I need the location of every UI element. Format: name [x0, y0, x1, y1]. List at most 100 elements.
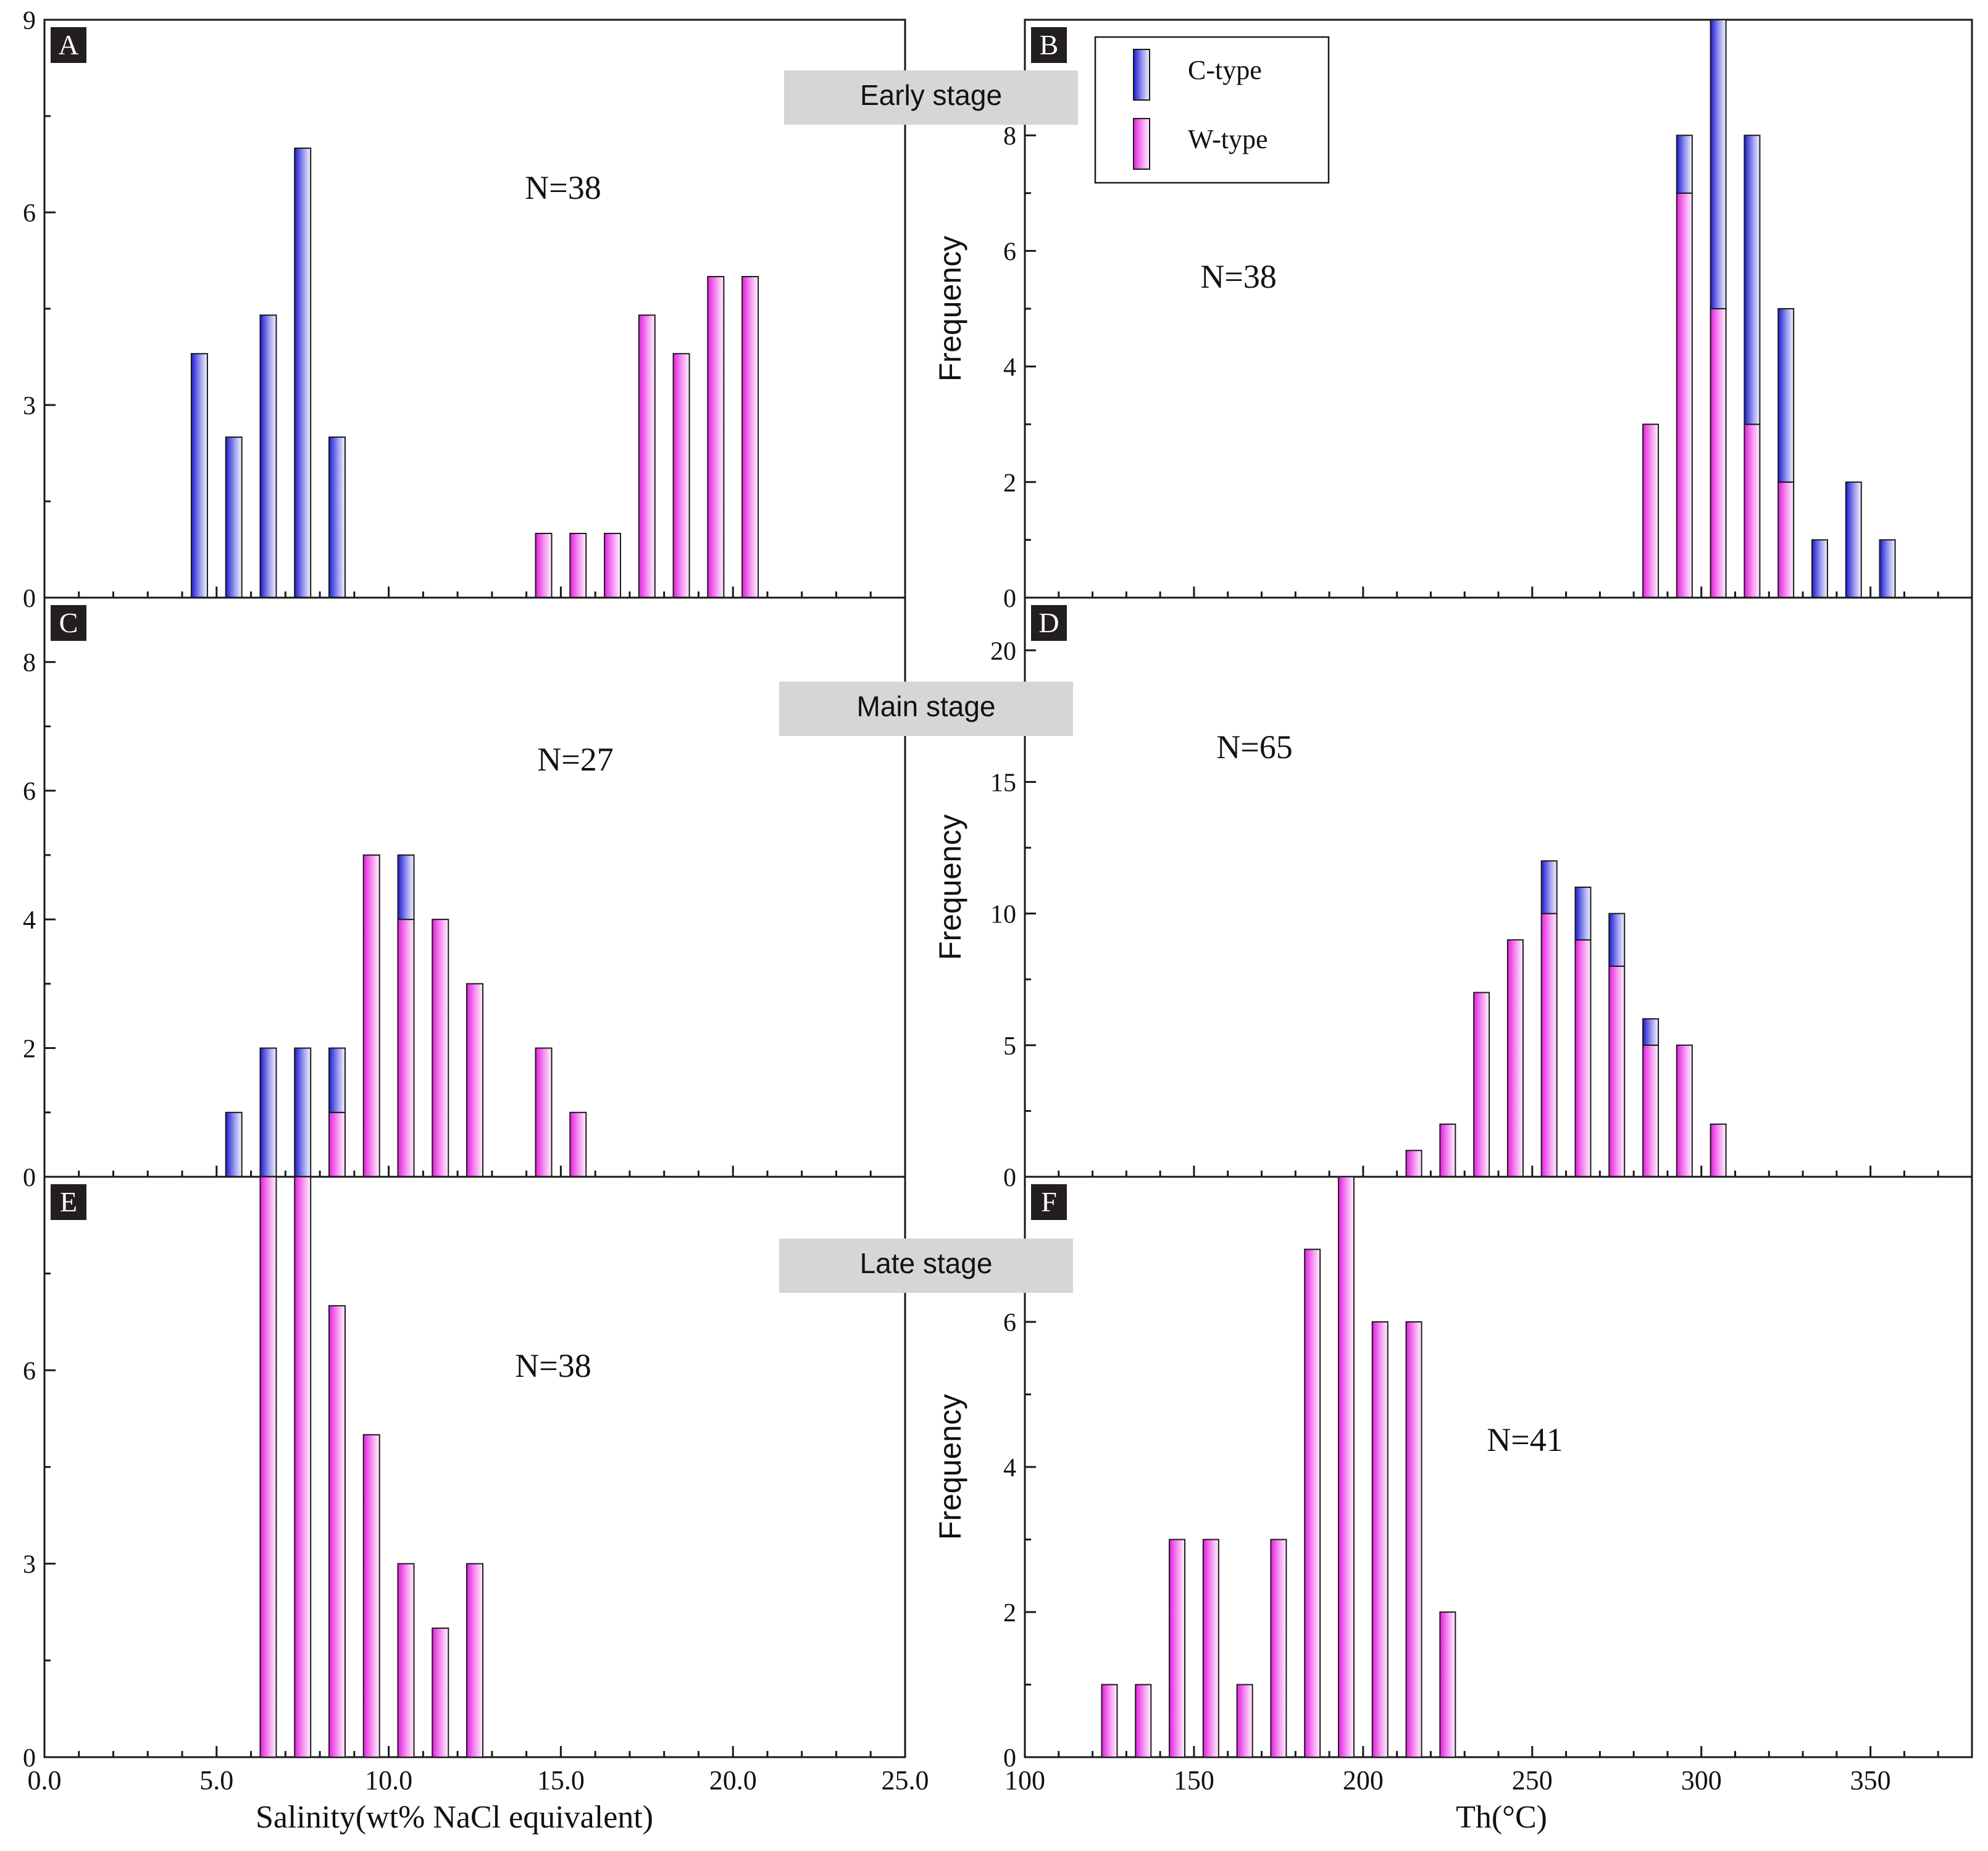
x-tick-label: 0.0 — [28, 1765, 62, 1795]
panel-letter: E — [60, 1186, 77, 1218]
y-tick-label: 3 — [23, 392, 36, 420]
x-tick-label: 25.0 — [882, 1765, 929, 1795]
bar-w-type — [432, 919, 449, 1177]
svg-text:Early stage: Early stage — [860, 79, 1002, 111]
y-tick-label: 5 — [1003, 1032, 1016, 1061]
y-tick-label: 0 — [23, 585, 36, 613]
legend-c-swatch — [1133, 49, 1150, 101]
stage-label-late: Late stage — [779, 1239, 1073, 1293]
panel-d-th-main: 0 5 10 15 20 D N=65 Frequency — [933, 596, 1973, 1192]
bar-w-type — [1101, 1684, 1118, 1758]
y-tick-label: 9 — [23, 7, 36, 35]
bar-w-type — [1236, 1684, 1253, 1758]
panel-badge — [51, 27, 86, 63]
y-tick-label: 4 — [1003, 1454, 1016, 1482]
bar-w-type — [1439, 1123, 1456, 1178]
y-tick-label: 8 — [23, 649, 36, 677]
bar-c-type — [259, 314, 277, 598]
panel-f-th-late: 0 2 4 6 100 150 200 250 300 350 F N=41 Frequency — [933, 1176, 1973, 1795]
legend: C-type W-type — [1094, 36, 1330, 184]
n-count-label: N=38 — [515, 1347, 591, 1384]
y-tick-label: 10 — [990, 901, 1016, 929]
bar-w-type — [1710, 1123, 1727, 1178]
bar-w-type — [466, 983, 483, 1178]
bar-w-type — [1169, 1539, 1186, 1758]
panel-letter: F — [1041, 1186, 1057, 1218]
panel-frame — [1024, 1176, 1973, 1758]
bar-w-type — [535, 1047, 553, 1177]
bar-c-type — [1642, 1018, 1660, 1046]
bar-w-type — [1710, 308, 1727, 598]
panel-frame — [43, 19, 906, 599]
panel-b-th-early: 0 2 4 6 8 B N=38 Frequency — [933, 19, 1973, 613]
bar-w-type — [1744, 424, 1761, 598]
bar-w-type — [328, 1305, 346, 1758]
y-tick-label: 6 — [1003, 1309, 1016, 1337]
y-tick-label: 6 — [1003, 238, 1016, 266]
y-tick-label: 4 — [1003, 354, 1016, 382]
bar-w-type — [1405, 1321, 1422, 1758]
bar-w-type — [569, 1111, 587, 1178]
bar-c-type — [294, 148, 312, 598]
y-tick-label: 0 — [23, 1164, 36, 1192]
y-tick-label: 8 — [1003, 122, 1016, 151]
bar-w-type — [1270, 1539, 1287, 1758]
panel-badge — [1031, 605, 1067, 641]
frequency-axis-label: Frequency — [933, 236, 967, 382]
bar-w-type — [604, 533, 622, 598]
bar-w-type — [1202, 1539, 1219, 1758]
bar-c-type — [328, 437, 346, 598]
x-tick-label: 15.0 — [537, 1765, 585, 1795]
x-tick-label: 20.0 — [709, 1765, 757, 1795]
y-tick-label: 0 — [1003, 1164, 1016, 1192]
bar-w-type — [1777, 481, 1795, 598]
y-tick-label: 6 — [23, 1357, 36, 1385]
x-tick-label: 150 — [1174, 1765, 1214, 1795]
bar-w-type — [1405, 1150, 1422, 1178]
bar-w-type — [672, 353, 690, 598]
panel-badge — [1031, 1184, 1067, 1220]
n-count-label: N=38 — [1200, 258, 1276, 295]
legend-w-label: W-type — [1188, 124, 1268, 154]
x-tick-label: 200 — [1343, 1765, 1384, 1795]
bar-c-type — [1540, 860, 1558, 914]
bar-w-type — [294, 1176, 312, 1758]
bar-w-type — [432, 1627, 449, 1758]
n-count-label: N=65 — [1216, 729, 1292, 766]
panel-badge — [1031, 27, 1067, 63]
bar-c-type — [1777, 308, 1795, 483]
bar-w-type — [1304, 1248, 1321, 1758]
bar-w-type — [1473, 992, 1490, 1177]
panel-letter: C — [59, 607, 78, 638]
bar-c-type — [1845, 481, 1862, 598]
bar-c-type — [1676, 135, 1693, 194]
y-tick-label: 6 — [23, 199, 36, 228]
legend-c-label: C-type — [1188, 55, 1262, 85]
panel-badge — [51, 1184, 86, 1220]
frequency-axis-label: Frequency — [933, 814, 967, 960]
legend-w-swatch — [1133, 118, 1150, 170]
n-count-label: N=41 — [1487, 1421, 1563, 1458]
bar-w-type — [1506, 939, 1524, 1177]
y-tick-label: 0 — [23, 1744, 36, 1773]
bar-w-type — [1135, 1684, 1152, 1758]
frequency-axis-label: Frequency — [933, 1394, 967, 1540]
salinity-axis-title: Salinity(wt% NaCl equivalent) — [256, 1800, 653, 1835]
x-tick-label: 300 — [1681, 1765, 1722, 1795]
bar-c-type — [1744, 135, 1761, 425]
bar-w-type — [1642, 1044, 1660, 1178]
y-tick-label: 6 — [23, 778, 36, 806]
bar-w-type — [328, 1111, 346, 1178]
x-tick-label: 250 — [1512, 1765, 1553, 1795]
n-count-label: N=27 — [537, 741, 613, 778]
y-tick-label: 0 — [1003, 585, 1016, 613]
y-tick-label: 3 — [23, 1551, 36, 1579]
stage-label-early: Early stage — [784, 70, 1078, 125]
panel-letter: D — [1038, 607, 1059, 638]
bar-c-type — [1608, 913, 1626, 967]
th-axis-title: Th(°C) — [1456, 1800, 1547, 1835]
bar-w-type — [638, 314, 656, 598]
bar-w-type — [397, 1563, 415, 1758]
bar-w-type — [259, 1176, 277, 1758]
